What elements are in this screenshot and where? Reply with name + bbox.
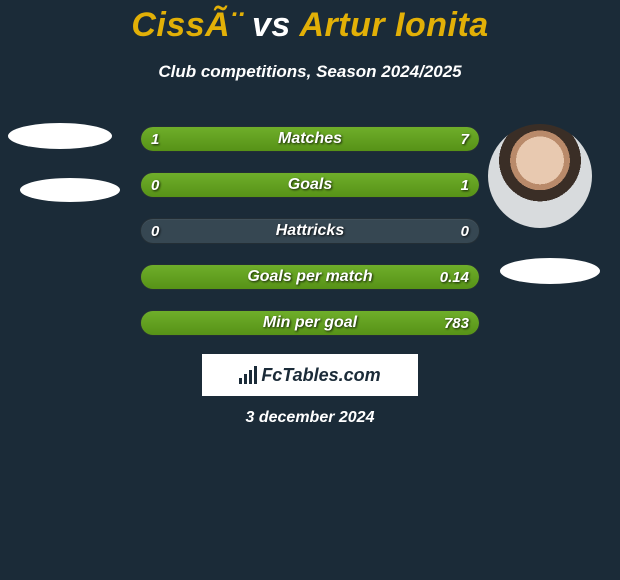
title-vs: vs xyxy=(242,6,299,44)
brand-text: FcTables.com xyxy=(261,365,380,386)
decor-ellipse xyxy=(20,178,120,202)
stat-rows: 1Matches70Goals10Hattricks0Goals per mat… xyxy=(140,126,480,356)
stat-metric-label: Hattricks xyxy=(141,219,479,243)
stat-metric-label: Goals xyxy=(141,173,479,197)
comparison-subtitle: Club competitions, Season 2024/2025 xyxy=(0,62,620,82)
stat-metric-label: Min per goal xyxy=(141,311,479,335)
brand-badge[interactable]: FcTables.com xyxy=(202,354,418,396)
stat-row: Goals per match0.14 xyxy=(140,264,480,290)
stat-value-right: 7 xyxy=(461,127,469,151)
comparison-title: CissÃ¨ vs Artur Ionita xyxy=(0,6,620,45)
stat-row: Min per goal783 xyxy=(140,310,480,336)
stat-value-right: 0 xyxy=(461,219,469,243)
snapshot-date: 3 december 2024 xyxy=(0,409,620,427)
stat-metric-label: Matches xyxy=(141,127,479,151)
stat-metric-label: Goals per match xyxy=(141,265,479,289)
stat-row: 0Goals1 xyxy=(140,172,480,198)
stat-value-right: 0.14 xyxy=(440,265,469,289)
brand-logo-icon xyxy=(239,366,257,384)
decor-ellipse xyxy=(8,123,112,149)
stat-value-right: 783 xyxy=(444,311,469,335)
title-player-right: Artur Ionita xyxy=(299,6,488,44)
stat-row: 0Hattricks0 xyxy=(140,218,480,244)
decor-ellipse xyxy=(500,258,600,284)
stat-value-right: 1 xyxy=(461,173,469,197)
avatar-right xyxy=(488,124,592,228)
title-player-left: CissÃ¨ xyxy=(131,6,242,44)
stat-row: 1Matches7 xyxy=(140,126,480,152)
